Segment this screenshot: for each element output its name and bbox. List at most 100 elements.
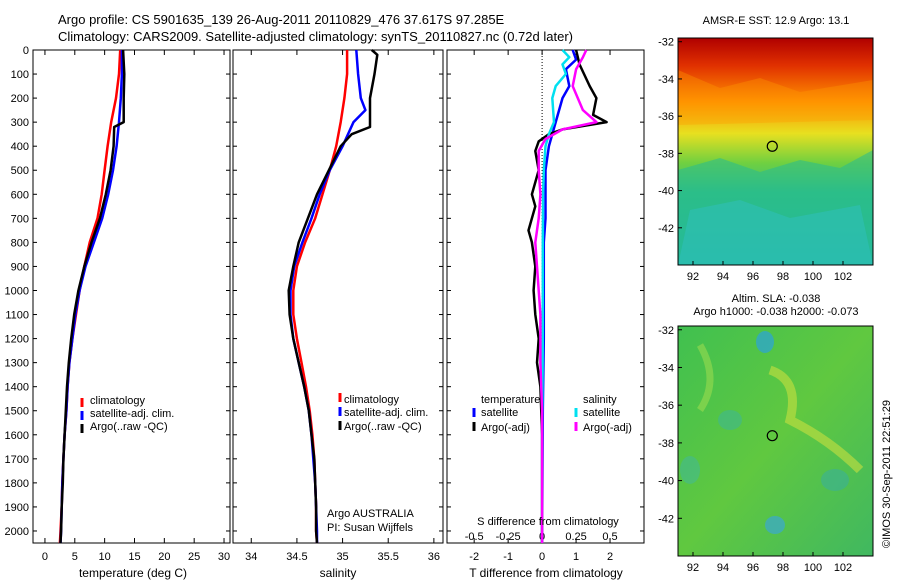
map-y-tick-label: -32 xyxy=(658,325,674,337)
map-y-tick-label: -36 xyxy=(658,400,674,412)
depth-tick-label: 100 xyxy=(11,69,29,81)
diff-legend-t-argo: Argo(-adj) xyxy=(481,422,530,434)
map-x-tick-label: 94 xyxy=(717,271,729,283)
x-tick-label: 35.5 xyxy=(378,551,399,563)
difference-panel-frame xyxy=(446,49,645,544)
x-tick-label: 20 xyxy=(158,551,170,563)
x-tick-label: 10 xyxy=(99,551,111,563)
temperature-panel-frame xyxy=(32,49,231,544)
x-tick-label: -2 xyxy=(469,551,479,563)
series-line xyxy=(59,50,124,544)
map-frame xyxy=(677,325,874,557)
depth-tick-label: 300 xyxy=(11,117,29,129)
x-tick-label: 2 xyxy=(607,551,613,563)
map-x-tick-label: 100 xyxy=(804,271,822,283)
map-y-tick-label: -36 xyxy=(658,111,674,123)
series-line xyxy=(540,49,571,543)
sst-map: 92 94 96 98 100 102 -32 -34 -36 -38 -40 -42 xyxy=(658,37,874,283)
series-line xyxy=(534,49,598,543)
map-y-tick-label: -38 xyxy=(658,148,674,160)
temperature-xlabel: temperature (deg C) xyxy=(79,566,187,580)
top-x-tick-label: 0.25 xyxy=(565,531,586,543)
profile-location-marker xyxy=(766,430,778,442)
salinity-panel-frame xyxy=(232,49,444,544)
depth-tick-label: 1300 xyxy=(5,358,29,370)
depth-tick-label: 600 xyxy=(11,189,29,201)
x-tick-label: 34 xyxy=(245,551,257,563)
depth-tick-label: 400 xyxy=(11,141,29,153)
depth-tick-label: 1600 xyxy=(5,430,29,442)
sal-legend-argo: Argo(..raw -QC) xyxy=(344,421,422,433)
depth-tick-label: 900 xyxy=(11,261,29,273)
top-x-tick-label: -0.5 xyxy=(465,531,484,543)
difference-panel: -2 -1 0 1 2-0.5 -0.25 0 0.25 0.5 xyxy=(447,49,644,563)
series-line xyxy=(59,49,126,544)
depth-tick-label: 1200 xyxy=(5,334,29,346)
difference-top-xlabel: S difference from climatology xyxy=(477,516,619,528)
top-x-tick-label: 0.5 xyxy=(602,531,617,543)
map-x-tick-label: 96 xyxy=(747,271,759,283)
series-line xyxy=(287,49,379,544)
map-x-tick-label: 92 xyxy=(687,562,699,574)
depth-tick-label: 200 xyxy=(11,93,29,105)
depth-tick-label: 2000 xyxy=(5,526,29,538)
depth-axis: 0 100 200 300 400 500 600 700 800 900 1000 1100 1200… xyxy=(5,45,29,538)
map-x-tick-label: 94 xyxy=(717,562,729,574)
depth-tick-label: 1500 xyxy=(5,406,29,418)
x-tick-label: 36 xyxy=(428,551,440,563)
map-x-tick-label: 92 xyxy=(687,271,699,283)
sst-map-title: AMSR-E SST: 12.9 Argo: 13.1 xyxy=(703,15,850,27)
map-x-tick-label: 102 xyxy=(834,271,852,283)
depth-tick-label: 700 xyxy=(11,213,29,225)
diff-legend-salinity-title: salinity xyxy=(583,394,617,406)
series-line xyxy=(58,49,122,544)
series-line xyxy=(540,49,578,544)
sal-legend-satellite: satellite-adj. clim. xyxy=(344,407,428,419)
series-line xyxy=(292,50,349,544)
salinity-xlabel: salinity xyxy=(320,566,357,580)
depth-tick-label: 1400 xyxy=(5,382,29,394)
depth-tick-label: 0 xyxy=(23,45,29,57)
temp-legend-climatology: climatology xyxy=(90,395,146,407)
sal-legend-climatology: climatology xyxy=(344,394,400,406)
salinity-panel: 34 34.5 35 35.5 36 xyxy=(233,49,443,563)
depth-tick-label: 1000 xyxy=(5,285,29,297)
top-x-tick-label: -0.25 xyxy=(496,531,521,543)
map-y-tick-label: -42 xyxy=(658,223,674,235)
depth-tick-label: 1900 xyxy=(5,502,29,514)
map-y-tick-label: -32 xyxy=(658,37,674,49)
map-x-tick-label: 98 xyxy=(777,562,789,574)
map-y-tick-label: -34 xyxy=(658,74,674,86)
header-line-1: Argo profile: CS 5901635_139 26-Aug-2011… xyxy=(58,12,505,27)
temperature-panel: 0 5 10 15 20 25 30 xyxy=(33,49,230,563)
sla-map-subtitle: Argo h1000: -0.038 h2000: -0.073 xyxy=(693,306,858,318)
map-frame xyxy=(677,37,874,266)
x-tick-label: 1 xyxy=(573,551,579,563)
difference-xlabel: T difference from climatology xyxy=(469,566,623,580)
x-tick-label: 34.5 xyxy=(286,551,307,563)
temperature-legend: climatology satellite-adj. clim. Argo(..… xyxy=(80,395,174,433)
map-y-tick-label: -42 xyxy=(658,513,674,525)
sla-map: 92 94 96 98 100 102 -32 -34 -36 -38 -40 -42 xyxy=(658,325,874,574)
x-tick-label: -1 xyxy=(503,551,513,563)
depth-tick-label: 1100 xyxy=(5,310,29,322)
map-x-tick-label: 98 xyxy=(777,271,789,283)
header-line-2: Climatology: CARS2009. Satellite-adjuste… xyxy=(58,29,573,44)
x-tick-label: 0 xyxy=(42,551,48,563)
diff-legend-temperature-title: temperature xyxy=(481,394,540,406)
map-x-tick-label: 102 xyxy=(834,562,852,574)
x-tick-label: 25 xyxy=(188,551,200,563)
x-tick-label: 0 xyxy=(539,551,545,563)
argo-australia-label: Argo AUSTRALIA xyxy=(327,508,414,520)
temp-legend-satellite: satellite-adj. clim. xyxy=(90,408,174,420)
map-x-tick-label: 96 xyxy=(747,562,759,574)
depth-tick-label: 1700 xyxy=(5,454,29,466)
diff-legend-s-satellite: satellite xyxy=(583,407,620,419)
difference-legend: temperature salinity satellite Argo(-adj… xyxy=(472,394,632,434)
map-x-tick-label: 100 xyxy=(804,562,822,574)
sla-map-title: Altim. SLA: -0.038 xyxy=(732,293,821,305)
profile-location-marker xyxy=(766,140,778,152)
x-tick-label: 35 xyxy=(336,551,348,563)
series-line xyxy=(527,49,608,543)
imos-stamp: ©IMOS 30-Sep-2011 22:51:29 xyxy=(881,400,893,548)
